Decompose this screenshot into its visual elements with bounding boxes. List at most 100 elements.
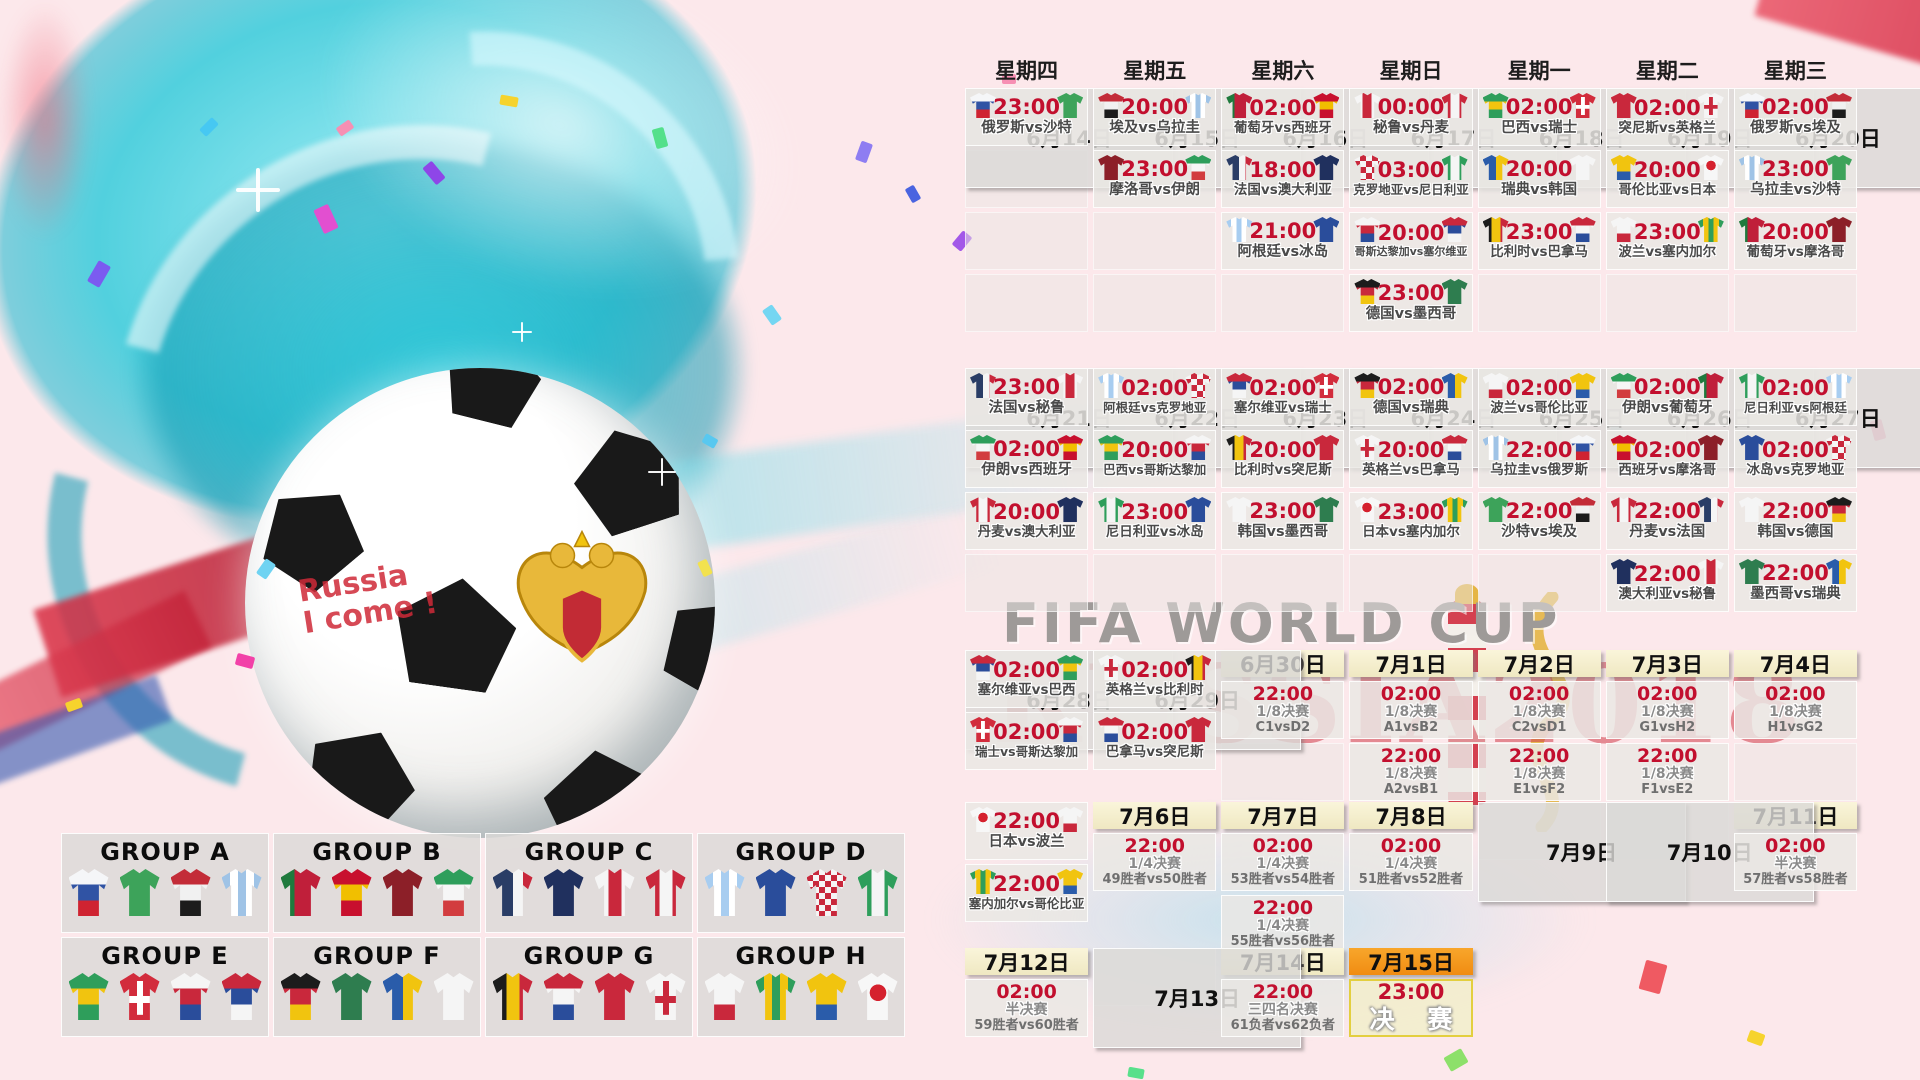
- match-time: 20:00: [1121, 438, 1189, 463]
- match-label: 法国vs澳大利亚: [1233, 181, 1332, 198]
- match-label: 比利时vs突尼斯: [1233, 461, 1332, 478]
- match-label: 波兰vs塞内加尔: [1618, 243, 1717, 260]
- match-cell: 18:00 法国vs澳大利亚: [1221, 150, 1345, 208]
- match-label: 阿根廷vs克罗地亚: [1103, 400, 1207, 416]
- match-time: 02:00: [1761, 95, 1829, 120]
- jersey-icon-iceland: [755, 869, 796, 916]
- match-time: 22:00: [1637, 745, 1698, 768]
- weekday-label: 星期五: [1123, 59, 1187, 83]
- match-cell: 20:00 英格兰vs巴拿马: [1349, 430, 1473, 488]
- jersey-icon-tunisia: [594, 973, 635, 1020]
- empty-cell: [1093, 212, 1217, 270]
- match-cell: 02:00 突尼斯vs英格兰: [1605, 88, 1729, 146]
- match-time: 22:00: [1761, 561, 1829, 586]
- date-header: 7月4日: [1733, 650, 1857, 677]
- match-pairing: 53胜者vs54胜者: [1230, 872, 1336, 888]
- knockout-match-cell: 22:00 1/4决赛 55胜者vs56胜者: [1221, 895, 1345, 953]
- match-time: 02:00: [993, 657, 1060, 682]
- group-box: GROUP B: [273, 833, 481, 933]
- match-label: 瑞士vs哥斯达黎加: [975, 744, 1079, 760]
- day-column: 7月4日 02:00 1/8决赛 H1vsG2: [1733, 650, 1857, 801]
- knockout-match-cell: 02:00 1/4决赛 51胜者vs52胜者: [1349, 833, 1473, 891]
- jersey-icon-spain: [331, 869, 372, 916]
- jersey-icon-brazil: [68, 973, 109, 1020]
- stage-label: 三四名决赛: [1247, 1001, 1318, 1018]
- match-cell: 20:00 葡萄牙vs摩洛哥: [1733, 212, 1857, 270]
- group-jersey-row: [698, 973, 904, 1020]
- match-cell: 03:00 克罗地亚vs尼日利亚: [1349, 150, 1473, 208]
- empty-cell: [965, 274, 1089, 332]
- knockout-match-cell: 22:00 1/8决赛 E1vsF2: [1477, 743, 1601, 801]
- match-label: 德国vs墨西哥: [1365, 306, 1457, 323]
- match-label: 乌拉圭vs沙特: [1750, 182, 1841, 199]
- match-label: 秘鲁vs丹麦: [1372, 120, 1450, 137]
- day-column: 7月12日 02:00 半决赛 59胜者vs60胜者: [965, 948, 1089, 1037]
- match-cell: 00:00 秘鲁vs丹麦: [1349, 88, 1473, 146]
- weekday-label: 星期二: [1635, 59, 1699, 83]
- empty-cell: [1093, 274, 1217, 332]
- match-time: 18:00: [1249, 157, 1317, 182]
- match-cell: 02:00 尼日利亚vs阿根廷: [1733, 368, 1857, 426]
- match-pairing: 55胜者vs56胜者: [1230, 934, 1336, 950]
- group-title: GROUP F: [313, 942, 441, 970]
- jersey-icon-serbia: [221, 973, 262, 1020]
- date-header: 7月15日: [1349, 948, 1473, 975]
- day-column: 22:00 日本vs波兰 22:00 塞内加尔vs哥伦比亚: [965, 802, 1089, 922]
- match-cell: 22:00 日本vs波兰: [965, 802, 1089, 860]
- match-time: 23:00: [993, 375, 1060, 400]
- match-pairing: G1vsH2: [1639, 720, 1696, 736]
- calendar-week: 6月28日02:00塞尔维亚vs巴西02:00瑞士vs哥斯达黎加6月29日02:…: [965, 650, 1857, 801]
- match-label: 突尼斯vs英格兰: [1618, 119, 1717, 136]
- match-label: 冰岛vs克罗地亚: [1746, 461, 1845, 478]
- day-column: 6月21日23:00法国vs秘鲁02:00伊朗vs西班牙20:00丹麦vs澳大利…: [965, 368, 1173, 612]
- match-label: 丹麦vs澳大利亚: [977, 523, 1076, 540]
- match-label: 尼日利亚vs冰岛: [1105, 523, 1204, 540]
- match-time: 02:00: [1377, 375, 1445, 400]
- match-label: 瑞典vs韩国: [1501, 182, 1578, 199]
- match-time: 22:00: [1633, 561, 1701, 586]
- jersey-icon-mexico: [331, 973, 372, 1020]
- stage-label: 1/8决赛: [1384, 703, 1438, 720]
- match-cell: 02:00 德国vs瑞典: [1349, 368, 1473, 426]
- match-time: 23:00: [1121, 499, 1189, 524]
- match-label: 葡萄牙vs摩洛哥: [1746, 243, 1845, 260]
- match-time: 20:00: [1249, 437, 1317, 462]
- match-pairing: 61负者vs62负者: [1230, 1018, 1336, 1034]
- match-time: 20:00: [1377, 221, 1445, 246]
- match-time: 22:00: [1252, 683, 1314, 706]
- match-label: 巴西vs瑞士: [1501, 120, 1578, 137]
- group-title: GROUP G: [523, 942, 655, 970]
- match-cell: 02:00 伊朗vs西班牙: [965, 430, 1089, 488]
- weekday-header-row: 星期四 星期五 星期六 星期日 星期一 星期二 星期三: [965, 55, 1857, 85]
- match-label: 埃及vs乌拉圭: [1109, 120, 1200, 137]
- match-cell: 02:00 冰岛vs克罗地亚: [1733, 430, 1857, 488]
- match-label: 塞尔维亚vs瑞士: [1233, 399, 1332, 416]
- match-time: 22:00: [1505, 499, 1573, 524]
- match-time: 02:00: [1761, 376, 1829, 401]
- group-box: GROUP C: [485, 833, 693, 933]
- match-time: 02:00: [1765, 683, 1826, 706]
- match-label: 阿根廷vs冰岛: [1237, 244, 1329, 261]
- match-label: 乌拉圭vs俄罗斯: [1490, 461, 1589, 478]
- day-column: 7月2日 02:00 1/8决赛 C2vsD1 22:00 1/8决赛 E1vsF2: [1477, 650, 1601, 801]
- day-column: 7月1日 02:00 1/8决赛 A1vsB2 22:00 1/8决赛 A2vsB1: [1349, 650, 1473, 801]
- match-cell: 20:00 瑞典vs韩国: [1477, 150, 1601, 208]
- jersey-icon-egypt: [170, 869, 211, 916]
- match-time: 02:00: [996, 981, 1057, 1004]
- match-pairing: 59胜者vs60胜者: [974, 1018, 1079, 1034]
- match-time: 02:00: [993, 720, 1060, 745]
- match-cell: 02:00 波兰vs哥伦比亚: [1477, 368, 1601, 426]
- match-time: 02:00: [1252, 835, 1314, 858]
- final-match-cell: 23:00 决 赛: [1349, 979, 1473, 1037]
- match-time: 02:00: [1121, 376, 1189, 401]
- match-label: 克罗地亚vs尼日利亚: [1353, 182, 1469, 198]
- jersey-icon-uruguay: [221, 869, 262, 916]
- match-label: 俄罗斯vs沙特: [981, 120, 1072, 137]
- jersey-icon-sweden: [382, 973, 423, 1020]
- match-cell: 23:00 日本vs塞内加尔: [1349, 492, 1473, 550]
- empty-cell: [1605, 274, 1729, 332]
- match-time: 20:00: [1377, 437, 1445, 462]
- day-column: 7月15日 23:00 决 赛: [1349, 948, 1473, 1037]
